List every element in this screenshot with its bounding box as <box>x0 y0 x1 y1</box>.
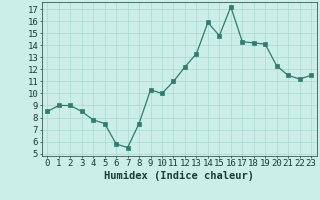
X-axis label: Humidex (Indice chaleur): Humidex (Indice chaleur) <box>104 171 254 181</box>
